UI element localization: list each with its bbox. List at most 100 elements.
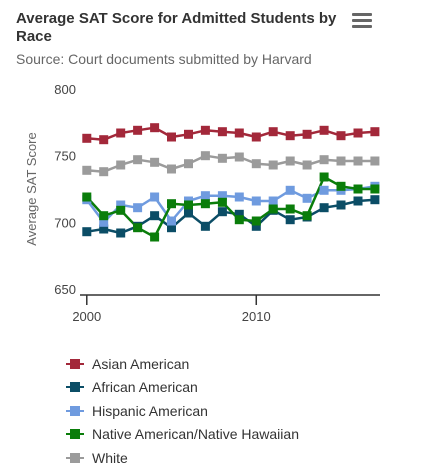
data-point-african-american[interactable] <box>116 228 126 238</box>
series-line-hispanic-american <box>85 185 376 224</box>
data-point-asian-american[interactable] <box>285 131 295 141</box>
data-point-hispanic-american[interactable] <box>99 217 109 227</box>
legend-symbol <box>66 382 84 393</box>
data-point-hispanic-american[interactable] <box>251 196 261 206</box>
data-point-native-american-native-hawaiian[interactable] <box>200 199 210 209</box>
data-point-native-american-native-hawaiian[interactable] <box>319 172 329 182</box>
data-point-native-american-native-hawaiian[interactable] <box>285 204 295 214</box>
data-point-native-american-native-hawaiian[interactable] <box>184 200 193 210</box>
data-point-african-american[interactable] <box>217 207 227 217</box>
data-point-hispanic-american[interactable] <box>167 216 176 226</box>
legend-item-asian-american[interactable]: Asian American <box>66 352 299 376</box>
data-point-hispanic-american[interactable] <box>150 192 160 202</box>
data-point-white[interactable] <box>82 165 92 175</box>
data-point-asian-american[interactable] <box>251 132 261 142</box>
data-point-african-american[interactable] <box>234 209 244 219</box>
data-point-african-american[interactable] <box>353 196 363 206</box>
data-point-asian-american[interactable] <box>319 125 329 135</box>
data-point-native-american-native-hawaiian[interactable] <box>99 211 109 221</box>
legend-item-white[interactable]: White <box>66 446 299 470</box>
data-point-white[interactable] <box>336 156 346 166</box>
data-point-hispanic-american[interactable] <box>234 192 244 202</box>
data-point-white[interactable] <box>370 156 380 166</box>
data-point-white[interactable] <box>217 153 227 163</box>
data-point-african-american[interactable] <box>370 195 380 205</box>
data-point-hispanic-american[interactable] <box>285 185 295 195</box>
data-point-white[interactable] <box>302 160 312 170</box>
data-point-asian-american[interactable] <box>200 125 210 135</box>
legend-label: White <box>92 449 128 466</box>
legend-label: Native American/Native Hawaiian <box>92 426 299 443</box>
data-point-white[interactable] <box>150 157 160 167</box>
data-point-native-american-native-hawaiian[interactable] <box>370 184 380 194</box>
legend-item-african-american[interactable]: African American <box>66 376 299 400</box>
data-point-african-american[interactable] <box>319 203 329 213</box>
data-point-asian-american[interactable] <box>184 129 193 139</box>
data-point-native-american-native-hawaiian[interactable] <box>234 215 244 225</box>
data-point-hispanic-american[interactable] <box>302 193 312 203</box>
data-point-white[interactable] <box>167 164 176 174</box>
data-point-native-american-native-hawaiian[interactable] <box>150 232 160 242</box>
data-point-asian-american[interactable] <box>370 127 380 137</box>
data-point-native-american-native-hawaiian[interactable] <box>116 205 126 215</box>
data-point-african-american[interactable] <box>167 223 176 233</box>
data-point-native-american-native-hawaiian[interactable] <box>82 192 92 202</box>
data-point-white[interactable] <box>133 155 143 165</box>
data-point-african-american[interactable] <box>82 227 92 237</box>
data-point-asian-american[interactable] <box>217 127 227 137</box>
data-point-asian-american[interactable] <box>336 131 346 141</box>
data-point-asian-american[interactable] <box>133 125 143 135</box>
data-point-white[interactable] <box>285 156 295 166</box>
y-tick-label: 750 <box>54 149 76 164</box>
data-point-white[interactable] <box>251 159 261 169</box>
data-point-asian-american[interactable] <box>167 132 176 142</box>
data-point-native-american-native-hawaiian[interactable] <box>302 211 312 221</box>
legend-item-hispanic-american[interactable]: Hispanic American <box>66 399 299 423</box>
data-point-white[interactable] <box>99 167 109 177</box>
data-point-native-american-native-hawaiian[interactable] <box>336 181 346 191</box>
data-point-asian-american[interactable] <box>268 127 278 137</box>
data-point-white[interactable] <box>200 151 210 161</box>
data-point-asian-american[interactable] <box>116 128 126 138</box>
data-point-hispanic-american[interactable] <box>133 203 143 213</box>
data-point-african-american[interactable] <box>200 221 210 231</box>
data-point-hispanic-american[interactable] <box>268 196 278 206</box>
chart-menu-button[interactable] <box>349 10 375 32</box>
data-point-hispanic-american[interactable] <box>217 191 227 201</box>
data-point-african-american[interactable] <box>336 200 346 210</box>
data-point-native-american-native-hawaiian[interactable] <box>133 223 143 233</box>
data-point-hispanic-american[interactable] <box>116 200 126 210</box>
data-point-asian-american[interactable] <box>150 123 160 133</box>
data-point-white[interactable] <box>319 155 329 165</box>
legend-symbol <box>66 405 84 416</box>
data-point-native-american-native-hawaiian[interactable] <box>167 199 176 209</box>
data-point-white[interactable] <box>234 152 244 162</box>
data-point-hispanic-american[interactable] <box>319 185 329 195</box>
data-point-white[interactable] <box>184 159 193 169</box>
legend-item-native-american-native-hawaiian[interactable]: Native American/Native Hawaiian <box>66 423 299 447</box>
data-point-asian-american[interactable] <box>234 128 244 138</box>
y-tick-label: 800 <box>54 82 76 97</box>
series-lines <box>85 126 376 239</box>
data-point-african-american[interactable] <box>285 215 295 225</box>
data-point-african-american[interactable] <box>99 224 109 234</box>
data-point-african-american[interactable] <box>150 211 160 221</box>
data-point-african-american[interactable] <box>184 208 193 218</box>
data-point-white[interactable] <box>116 160 126 170</box>
data-point-african-american[interactable] <box>251 221 261 231</box>
data-point-asian-american[interactable] <box>82 133 92 143</box>
chart-title: Average SAT Score for Admitted Students … <box>16 10 337 45</box>
series-line-african-american <box>86 198 375 235</box>
data-point-native-american-native-hawaiian[interactable] <box>217 197 227 207</box>
data-point-asian-american[interactable] <box>99 135 109 145</box>
data-point-hispanic-american[interactable] <box>200 191 210 201</box>
data-point-asian-american[interactable] <box>302 129 312 139</box>
legend-symbol <box>66 358 84 369</box>
data-point-native-american-native-hawaiian[interactable] <box>268 204 278 214</box>
data-point-asian-american[interactable] <box>353 128 363 138</box>
data-point-native-american-native-hawaiian[interactable] <box>353 184 363 194</box>
data-point-native-american-native-hawaiian[interactable] <box>251 216 261 226</box>
data-point-white[interactable] <box>353 156 363 166</box>
x-tick-label: 2000 <box>72 309 101 324</box>
data-point-white[interactable] <box>268 160 278 170</box>
